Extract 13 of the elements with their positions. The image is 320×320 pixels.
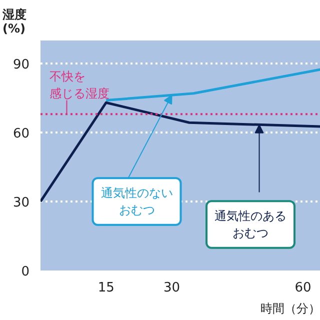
y-tick-label: 90 — [12, 58, 30, 72]
text: 通気性のあるおむつ — [214, 209, 286, 240]
x-tick-label: 15 — [98, 280, 114, 296]
line-series — [40, 101, 320, 203]
text: 通気性のないおむつ — [100, 186, 173, 217]
x-axis-title: 時間（分） — [260, 302, 320, 316]
x-tick-label: 30 — [163, 280, 180, 296]
y-tick-label: 30 — [12, 196, 30, 210]
x-tick-label: 60 — [294, 280, 312, 296]
y-tick-label: 60 — [12, 126, 30, 142]
ref-line-label: 不快を感じる湿度 — [49, 70, 110, 100]
y-axis-title: 湿度 (%) — [2, 8, 26, 36]
y-tick-label: 0 — [21, 264, 30, 280]
